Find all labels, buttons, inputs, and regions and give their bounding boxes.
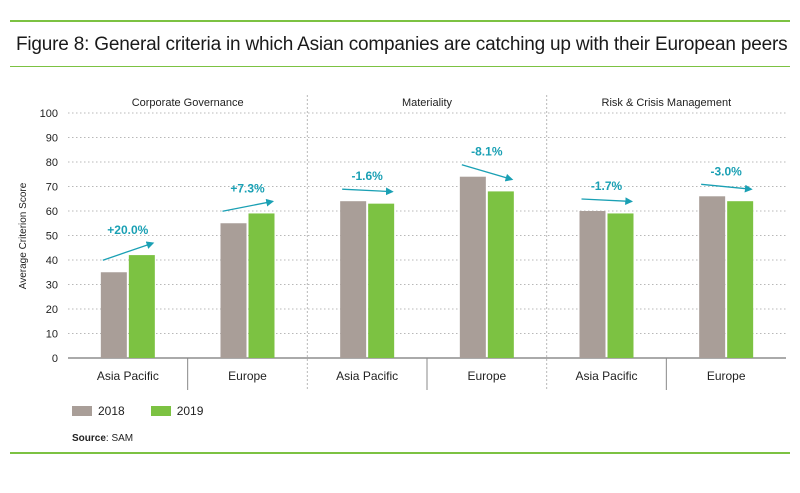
bar-2018: [579, 211, 606, 358]
bar-2019: [368, 203, 395, 358]
bar-2019: [727, 201, 754, 358]
change-arrow: [581, 197, 634, 206]
change-label: +20.0%: [107, 223, 148, 237]
x-category-label: Asia Pacific: [336, 369, 398, 383]
y-tick-label: 90: [46, 133, 58, 145]
change-label: -8.1%: [471, 145, 503, 159]
bar-2019: [248, 213, 275, 358]
bar-2019: [487, 191, 514, 358]
source-note: Source: SAM: [72, 433, 133, 444]
top-accent-rule: [10, 20, 790, 22]
x-category-label: Asia Pacific: [97, 369, 159, 383]
change-label: -3.0%: [710, 164, 742, 178]
y-tick-label: 60: [46, 206, 58, 218]
bar-2018: [459, 176, 486, 358]
y-tick-label: 70: [46, 182, 58, 194]
y-tick-label: 0: [52, 353, 58, 365]
y-tick-label: 20: [46, 304, 58, 316]
x-category-label: Europe: [228, 369, 267, 383]
change-label: -1.6%: [351, 169, 383, 183]
legend-label-2019: 2019: [176, 404, 204, 418]
panel-title: Risk & Crisis Management: [602, 97, 732, 109]
change-label: +7.3%: [230, 181, 265, 195]
y-tick-label: 80: [46, 157, 58, 169]
bar-2018: [220, 223, 247, 358]
y-tick-label: 30: [46, 280, 58, 292]
bottom-accent-rule: [10, 452, 790, 454]
legend-swatch-2018: [72, 406, 92, 416]
source-text: : SAM: [105, 433, 134, 444]
change-arrow: [701, 183, 753, 193]
y-tick-label: 40: [46, 255, 58, 267]
figure-title: Figure 8: General criteria in which Asia…: [16, 34, 788, 55]
legend-item-2018: 2018: [72, 404, 125, 418]
x-category-label: Asia Pacific: [575, 369, 637, 383]
bar-2018: [699, 196, 726, 358]
y-axis-label: Average Criterion Score: [18, 182, 29, 289]
title-underline-rule: [10, 66, 790, 67]
change-arrow: [461, 164, 514, 182]
change-arrow: [342, 187, 394, 196]
legend-swatch-2019: [150, 406, 171, 416]
bar-2019: [128, 255, 155, 358]
y-tick-label: 100: [40, 108, 58, 120]
y-tick-label: 10: [46, 329, 58, 341]
chart-legend: 2018 2019: [72, 404, 229, 418]
panel-title: Materiality: [402, 97, 453, 109]
x-category-label: Europe: [707, 369, 746, 383]
panel-title: Corporate Governance: [132, 97, 244, 109]
y-tick-label: 50: [46, 231, 58, 243]
bar-2018: [100, 272, 127, 358]
source-label: Source: [72, 433, 106, 444]
x-category-label: Europe: [467, 369, 506, 383]
legend-item-2019: 2019: [150, 404, 204, 418]
change-arrow: [102, 241, 155, 261]
bar-2018: [340, 201, 367, 358]
legend-label-2018: 2018: [98, 404, 125, 418]
bar-2019: [607, 213, 634, 358]
change-arrow: [222, 198, 275, 212]
change-label: -1.7%: [591, 179, 623, 193]
